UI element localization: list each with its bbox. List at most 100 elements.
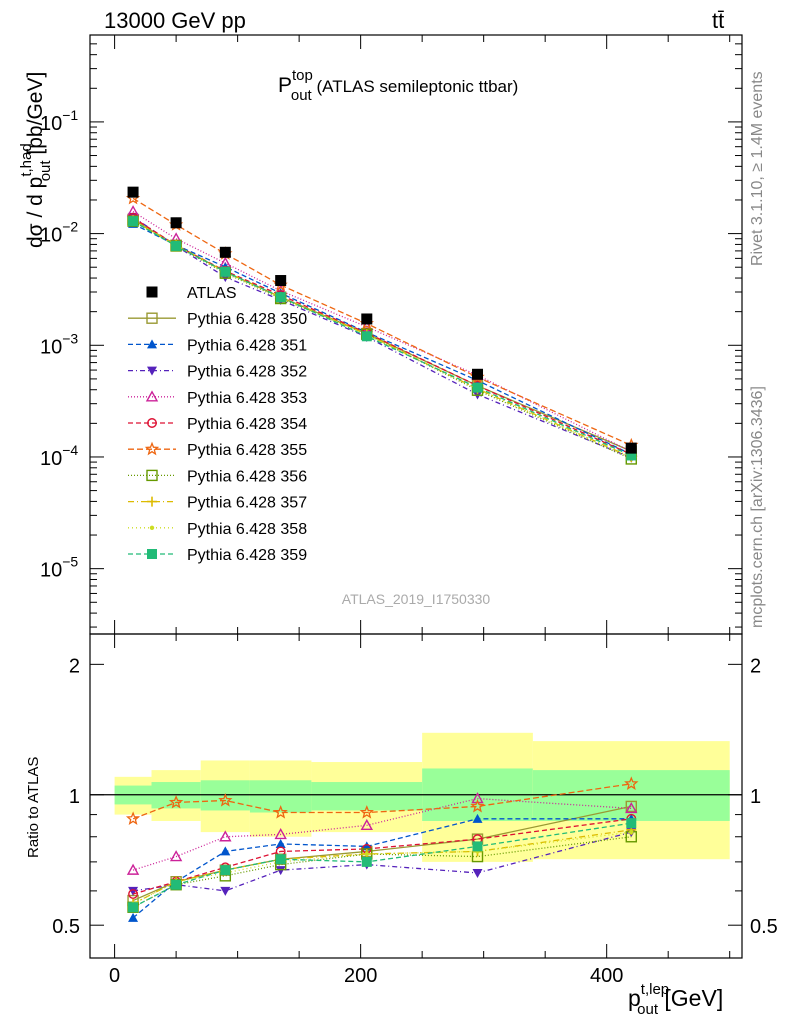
atlas-data-point xyxy=(625,442,637,454)
atlas-data-point xyxy=(472,368,484,380)
series-3-ratio-point xyxy=(220,886,231,896)
series-4-ratio-point xyxy=(169,850,183,862)
y-tick-label: 10−4 xyxy=(40,442,78,470)
legend-marker xyxy=(147,418,157,428)
series-3-ratio-point xyxy=(472,868,483,878)
legend-entry: Pythia 6.428 354 xyxy=(128,416,307,433)
series-10-ratio-point xyxy=(128,902,139,913)
series-6-ratio-line xyxy=(132,783,632,820)
legend-entry: Pythia 6.428 357 xyxy=(128,495,307,512)
series-5-ratio-point xyxy=(128,889,139,899)
series-4-ratio-point xyxy=(274,827,287,840)
series-3-ratio-point xyxy=(275,866,286,876)
series-10-ratio-point xyxy=(472,841,483,852)
ratio-axis-label: Ratio to ATLAS xyxy=(25,757,42,858)
legend-marker xyxy=(149,525,155,530)
series-8-ratio-line xyxy=(132,829,632,905)
atlas-data-point xyxy=(219,246,231,258)
plot-title: Ptop out (ATLAS semileptonic ttbar) xyxy=(278,67,518,104)
y-tick-label: 10−2 xyxy=(40,219,78,247)
y-tick-label: 10−3 xyxy=(40,330,78,358)
main-series-layer xyxy=(125,186,639,465)
legend-entry: Pythia 6.428 358 xyxy=(128,521,307,538)
legend-marker xyxy=(146,286,158,298)
series-9-ratio-point xyxy=(629,829,634,835)
y-tick-label: 10−5 xyxy=(40,554,78,582)
legend-entry: Pythia 6.428 352 xyxy=(128,364,307,381)
series-4-ratio-point xyxy=(625,801,638,814)
legend: ATLAS Pythia 6.428 350 Pythia 6.428 351 Pyt… xyxy=(128,285,307,564)
legend-marker xyxy=(147,549,157,559)
energy-label: 13000 GeV pp xyxy=(104,8,246,33)
legend-label: Pythia 6.428 356 xyxy=(187,468,307,485)
legend-label: Pythia 6.428 352 xyxy=(187,364,307,381)
series-6-ratio-point xyxy=(125,811,141,825)
ratio-tick-label: 0.5 xyxy=(52,916,80,938)
series-10-ratio-point xyxy=(275,854,286,865)
x-tick-label: 400 xyxy=(590,965,623,987)
series-10-main-point xyxy=(220,266,231,277)
series-2-ratio-point xyxy=(220,846,231,856)
x-tick-label: 0 xyxy=(109,965,120,987)
series-10-main-point xyxy=(128,216,139,227)
series-10-main-point xyxy=(361,331,372,342)
process-label: tt̄ xyxy=(712,8,725,33)
plot-frames xyxy=(89,34,743,959)
atlas-data-point xyxy=(127,186,139,198)
legend-marker xyxy=(147,339,157,349)
rivet-version-label: Rivet 3.1.10, ≥ 1.4M events xyxy=(749,71,766,266)
ratio-series-layer xyxy=(125,776,639,922)
series-4-ratio-point xyxy=(471,792,484,804)
series-2-ratio-point xyxy=(128,912,139,922)
legend-label: Pythia 6.428 354 xyxy=(187,416,307,433)
atlas-data-point xyxy=(275,275,287,287)
legend-entry: Pythia 6.428 350 xyxy=(128,311,307,328)
legend-label: Pythia 6.428 357 xyxy=(187,495,307,512)
series-10-ratio-point xyxy=(171,879,182,890)
legend-entry: Pythia 6.428 356 xyxy=(128,468,307,485)
legend-entry: ATLAS xyxy=(146,285,237,302)
legend-label: Pythia 6.428 351 xyxy=(187,337,307,354)
legend-entry: Pythia 6.428 355 xyxy=(128,441,307,459)
legend-marker xyxy=(147,496,157,507)
series-10-main-point xyxy=(626,450,637,461)
ratio-tick-label-right: 1 xyxy=(750,786,761,808)
ratio-tick-label: 2 xyxy=(69,655,80,677)
series-10-ratio-point xyxy=(626,818,637,829)
x-axis-label: pt,lep out [GeV] xyxy=(628,981,723,1018)
legend-marker xyxy=(144,441,160,456)
series-2-ratio-point xyxy=(472,813,483,823)
legend-entry: Pythia 6.428 359 xyxy=(128,547,307,564)
series-2-ratio-point xyxy=(275,838,286,848)
series-4-ratio-point xyxy=(219,830,232,842)
series-6-ratio-point xyxy=(624,776,639,790)
ratio-tick-label: 1 xyxy=(69,786,80,808)
series-4-ratio-line xyxy=(132,797,632,871)
legend-label: Pythia 6.428 358 xyxy=(187,521,307,538)
legend-label: Pythia 6.428 355 xyxy=(187,442,307,459)
axis-ticks: 0 200 400 10−1 10−2 10−3 10−4 10−5 2 2 1 1 0.5 0.5 xyxy=(40,35,778,987)
series-9-ratio-point xyxy=(364,851,369,857)
legend-label: ATLAS xyxy=(187,285,237,302)
axis-labels: Ptop out (ATLAS semileptonic ttbar) dσ / … xyxy=(18,67,766,1018)
series-10-main-point xyxy=(171,240,182,251)
y-axis-label: dσ / d pt,had out [pb/GeV] xyxy=(18,72,54,248)
legend-marker xyxy=(146,469,158,482)
y-tick-label: 10−1 xyxy=(40,107,78,135)
series-10-ratio-point xyxy=(361,856,372,867)
series-1-ratio-point xyxy=(625,800,637,813)
legend-entry: Pythia 6.428 351 xyxy=(128,337,307,354)
series-6-ratio-point xyxy=(273,805,288,819)
series-10-main-point xyxy=(472,382,483,393)
series-6-ratio-point xyxy=(168,794,184,809)
series-4-ratio-point xyxy=(126,863,140,875)
analysis-watermark: ATLAS_2019_I1750330 xyxy=(342,591,491,607)
ratio-tick-label-right: 2 xyxy=(750,655,761,677)
legend-label: Pythia 6.428 350 xyxy=(187,311,307,328)
series-4-ratio-point xyxy=(360,818,373,831)
legend-marker xyxy=(146,312,158,324)
atlas-data-point xyxy=(361,313,373,325)
legend-label: Pythia 6.428 359 xyxy=(187,547,307,564)
series-6-ratio-point xyxy=(359,805,374,819)
